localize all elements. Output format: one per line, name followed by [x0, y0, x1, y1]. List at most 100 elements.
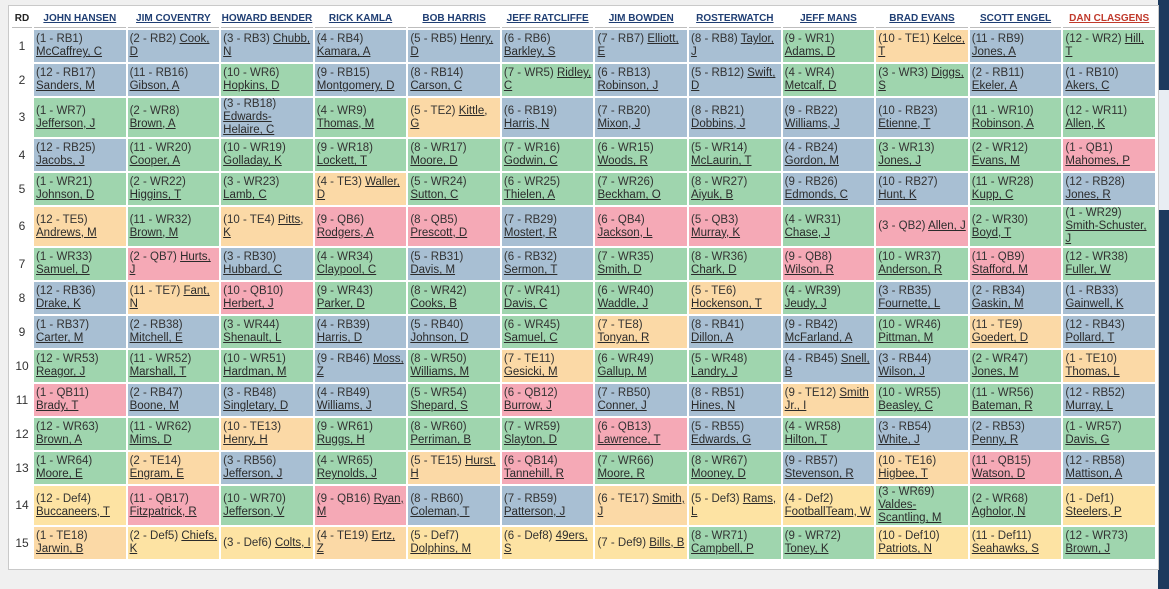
player-link[interactable]: Edwards-Helaire, C [223, 111, 275, 136]
player-link[interactable]: Marshall, T [129, 366, 187, 378]
player-link[interactable]: Harris, D [316, 332, 363, 344]
player-link[interactable]: Higbee, T [878, 468, 928, 480]
player-link[interactable]: Beasley, C [878, 400, 933, 412]
player-link[interactable]: Reagor, J [36, 366, 86, 378]
player-link[interactable]: Johnson, D [410, 332, 469, 344]
player-link[interactable]: Tannehill, R [503, 468, 564, 480]
player-link[interactable]: Thielen, A [503, 189, 556, 201]
player-link[interactable]: Stevenson, R [784, 468, 854, 480]
player-link[interactable]: Carter, M [36, 332, 84, 344]
player-link[interactable]: McCaffrey, C [36, 46, 103, 58]
player-link[interactable]: Kittle, G [410, 104, 488, 130]
player-link[interactable]: Davis, C [503, 298, 548, 310]
player-link[interactable]: Jackson, L [597, 226, 653, 239]
player-link[interactable]: Hubbard, C [223, 264, 282, 276]
player-link[interactable]: Moore, E [36, 468, 83, 480]
player-link[interactable]: Beckham, O [597, 189, 661, 201]
player-link[interactable]: Gordon, M [784, 155, 839, 167]
player-link[interactable]: Brown, M [129, 226, 179, 239]
player-link[interactable]: Burrow, J [503, 400, 552, 412]
player-link[interactable]: Mitchell, E [129, 332, 183, 344]
player-link[interactable]: McFarland, A [784, 332, 853, 344]
team-header-link[interactable]: JEFF MANS [782, 9, 875, 28]
player-link[interactable]: Moore, R [597, 468, 645, 480]
player-link[interactable]: Lockett, T [316, 155, 368, 167]
player-link[interactable]: Brown, J [1065, 543, 1111, 555]
player-link[interactable]: Waller, D [316, 176, 400, 201]
player-link[interactable]: Rodgers, A [316, 226, 374, 239]
player-link[interactable]: Diggs, S [878, 67, 964, 92]
player-link[interactable]: Jones, R [1065, 189, 1111, 201]
player-link[interactable]: Jones, A [971, 46, 1016, 58]
player-link[interactable]: White, J [878, 434, 920, 446]
player-link[interactable]: Parker, D [316, 298, 365, 310]
player-link[interactable]: Henry, H [223, 434, 268, 446]
player-link[interactable]: Carson, C [410, 80, 463, 92]
player-link[interactable]: Lamb, C [223, 189, 267, 201]
player-link[interactable]: Allen, J [928, 220, 966, 232]
player-link[interactable]: Murray, L [1065, 400, 1114, 412]
player-link[interactable]: Patterson, J [503, 505, 566, 518]
player-link[interactable]: Brown, A [36, 434, 83, 446]
team-header-link[interactable]: RICK KAMLA [314, 9, 407, 28]
player-link[interactable]: Mixon, J [597, 117, 641, 130]
player-link[interactable]: Perriman, B [410, 434, 472, 446]
player-link[interactable]: Kupp, C [971, 189, 1014, 201]
player-link[interactable]: Davis, M [410, 264, 456, 276]
player-link[interactable]: Chase, J [784, 226, 831, 239]
player-link[interactable]: FootballTeam, W [784, 505, 871, 518]
player-link[interactable]: Brady, T [36, 400, 79, 412]
player-link[interactable]: Penny, R [971, 434, 1019, 446]
player-link[interactable]: Hines, N [691, 400, 736, 412]
player-link[interactable]: Ruggs, H [316, 434, 365, 446]
player-link[interactable]: Singletary, D [223, 400, 289, 412]
player-link[interactable]: McLaurin, T [691, 155, 752, 167]
player-link[interactable]: Gesicki, M [503, 366, 558, 378]
player-link[interactable]: Goedert, D [971, 332, 1029, 344]
player-link[interactable]: Mattison, A [1065, 468, 1123, 480]
player-link[interactable]: Etienne, T [878, 117, 931, 130]
player-link[interactable]: Fitzpatrick, R [129, 505, 197, 518]
player-link[interactable]: Snell, B [784, 353, 870, 378]
player-link[interactable]: Cooks, B [410, 298, 457, 310]
player-link[interactable]: Williams, J [316, 400, 372, 412]
player-link[interactable]: Woods, R [597, 155, 648, 167]
player-link[interactable]: Kamara, A [316, 46, 371, 58]
player-link[interactable]: Hill, T [1065, 33, 1144, 58]
player-link[interactable]: Conner, J [597, 400, 647, 412]
player-link[interactable]: Wilson, J [878, 366, 925, 378]
player-link[interactable]: 49ers, S [503, 530, 588, 555]
player-link[interactable]: Ridley, C [503, 67, 592, 92]
player-link[interactable]: Landry, J [691, 366, 738, 378]
player-link[interactable]: Hockenson, T [691, 298, 762, 310]
player-link[interactable]: Ekeler, A [971, 80, 1018, 92]
player-link[interactable]: Jones, J [878, 155, 922, 167]
player-link[interactable]: Andrews, M [36, 226, 97, 239]
player-link[interactable]: Hilton, T [784, 434, 828, 446]
player-link[interactable]: Hunt, K [878, 189, 917, 201]
player-link[interactable]: Smith, J [597, 492, 685, 518]
player-link[interactable]: Shepard, S [410, 400, 468, 412]
player-link[interactable]: Moss, Z [316, 353, 404, 378]
player-link[interactable]: Seahawks, S [971, 543, 1039, 555]
team-header-link[interactable]: JEFF RATCLIFFE [501, 9, 594, 28]
player-link[interactable]: Valdes-Scantling, M [878, 499, 942, 524]
player-link[interactable]: Murray, K [691, 226, 741, 239]
player-link[interactable]: Chubb, N [223, 33, 311, 58]
player-link[interactable]: Higgins, T [129, 189, 182, 201]
player-link[interactable]: Robinson, J [597, 80, 659, 92]
player-link[interactable]: Anderson, R [878, 264, 943, 276]
player-link[interactable]: Davis, G [1065, 434, 1110, 446]
player-link[interactable]: Colts, I [274, 536, 311, 549]
player-link[interactable]: Chark, D [691, 264, 737, 276]
player-link[interactable]: Jefferson, J [223, 468, 283, 480]
team-header-link[interactable]: HOWARD BENDER [221, 9, 313, 28]
player-link[interactable]: Campbell, P [691, 543, 754, 555]
player-link[interactable]: Fuller, W [1065, 264, 1111, 276]
team-header-link[interactable]: JIM COVENTRY [127, 9, 220, 28]
player-link[interactable]: Metcalf, D [784, 80, 837, 92]
player-link[interactable]: Aiyuk, B [691, 189, 734, 201]
player-link[interactable]: Fant, N [129, 285, 210, 310]
player-link[interactable]: Chiefs, K [129, 530, 218, 555]
player-link[interactable]: Samuel, C [503, 332, 558, 344]
